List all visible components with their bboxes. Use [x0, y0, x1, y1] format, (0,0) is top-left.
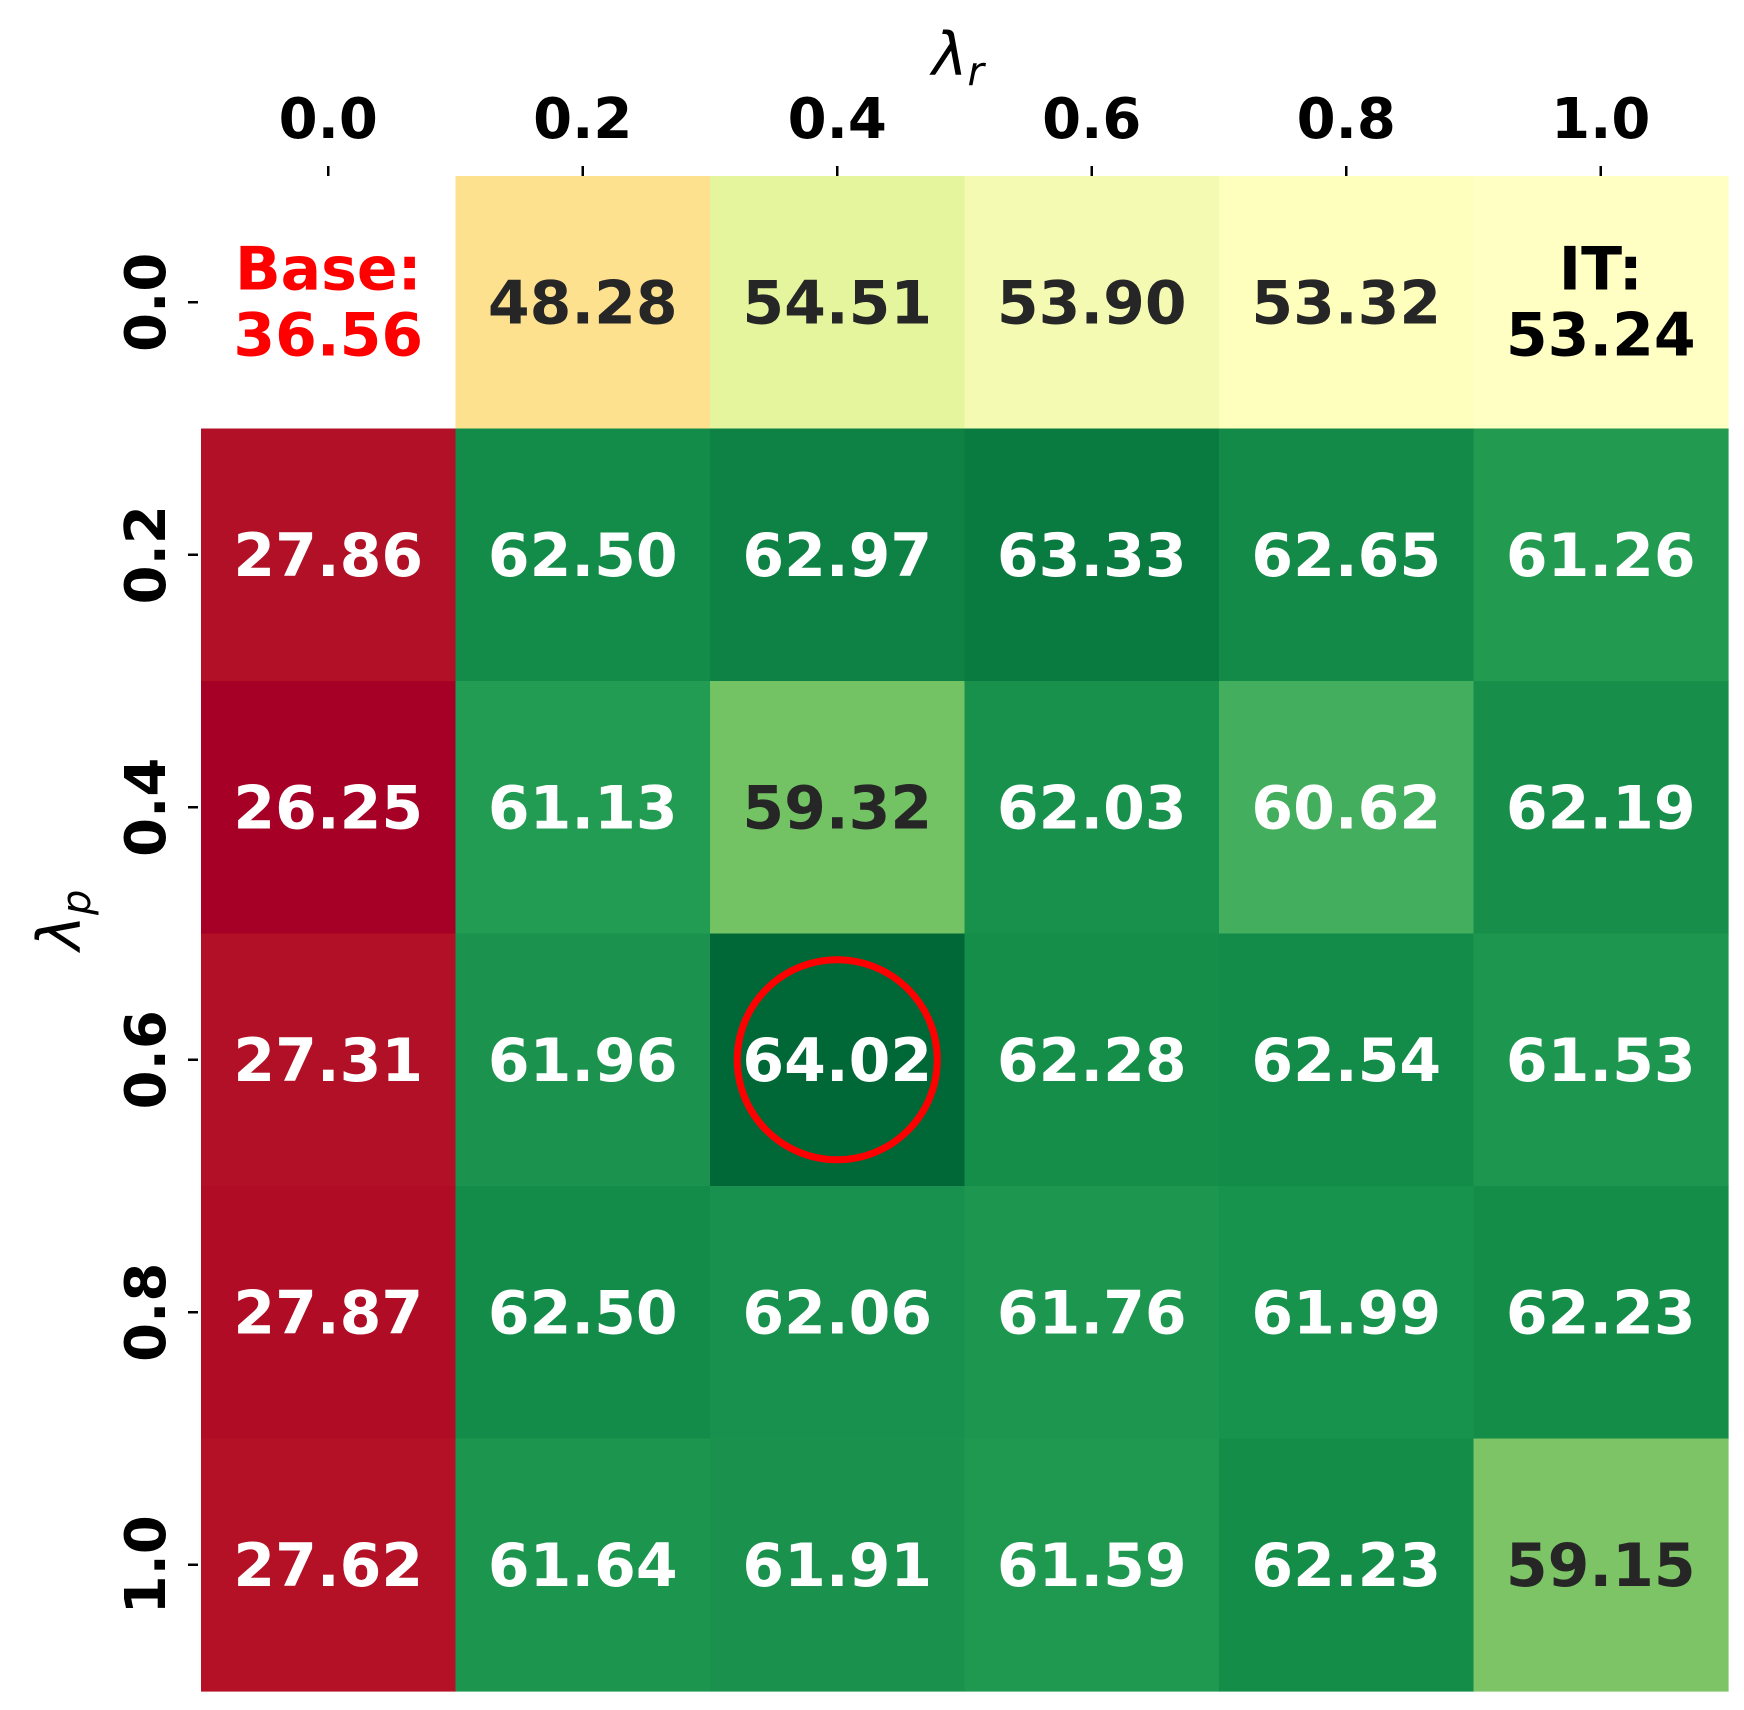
cell-value-label: 62.50 [488, 1278, 678, 1348]
cell-value-label: 62.54 [1251, 1026, 1441, 1096]
cell-value-label: 61.26 [1506, 521, 1696, 591]
cell-value-label: 53.90 [997, 268, 1187, 338]
cell-annotation-label: IT: [1559, 234, 1643, 304]
cell-value-label: 27.31 [233, 1026, 423, 1096]
y-tick-label: 0.0 [114, 253, 179, 352]
y-tick-label: 1.0 [114, 1515, 179, 1614]
heatmap-cell-r2-c2 [710, 681, 966, 935]
cell-value-label: 62.28 [997, 1026, 1187, 1096]
cell-value-label: 62.06 [742, 1278, 932, 1348]
heatmap-cell-r3-c5 [1473, 933, 1729, 1187]
cell-value-label: 62.23 [1251, 1531, 1441, 1601]
heatmap-cell-r1-c1 [455, 428, 711, 682]
cell-value-label: 61.76 [997, 1278, 1187, 1348]
cell-value-label: 62.19 [1506, 773, 1696, 843]
heatmap-cell-r1-c4 [1219, 428, 1475, 682]
heatmap-cell-r2-c3 [964, 681, 1220, 935]
y-axis-ticks: 0.0 0.2 0.4 0.6 0.8 1.0 [114, 253, 198, 1614]
heatmap-cell-r5-c3 [964, 1438, 1220, 1692]
x-tick-label: 0.0 [279, 87, 378, 152]
heatmap-cell-r3-c1 [455, 933, 711, 1187]
highlight-circle [733, 956, 941, 1164]
cell-value-label: 48.28 [488, 268, 678, 338]
heatmap-cell-r2-c1 [455, 681, 711, 935]
cell-value-label: 54.51 [742, 268, 932, 338]
cell-value-label: 27.62 [233, 1531, 423, 1601]
heatmap-cell-r4-c5 [1473, 1186, 1729, 1440]
heatmap-cell-r5-c0 [201, 1438, 457, 1692]
cell-value-label: 61.59 [997, 1531, 1187, 1601]
heatmap-cells: Base:36.56 48.28 54.51 53.90 53.32 IT:53.24 27… [201, 176, 1729, 1692]
cell-value-label: 53.24 [1506, 300, 1696, 370]
y-tick-label: 0.8 [114, 1263, 179, 1362]
heatmap-cell-r2-c0 [201, 681, 457, 935]
heatmap-cell-r2-c5 [1473, 681, 1729, 935]
cell-value-label: 62.03 [997, 773, 1187, 843]
heatmap-cell-r1-c5 [1473, 428, 1729, 682]
heatmap-cell-r0-c0 [201, 176, 457, 430]
cell-value-label: 27.87 [233, 1278, 423, 1348]
heatmap-cell-r4-c3 [964, 1186, 1220, 1440]
cell-value-label: 61.99 [1251, 1278, 1441, 1348]
cell-value-label: 62.65 [1251, 521, 1441, 591]
heatmap-cell-r4-c2 [710, 1186, 966, 1440]
cell-value-label: 36.56 [233, 300, 423, 370]
cell-value-label: 63.33 [997, 521, 1187, 591]
cell-value-label: 61.13 [488, 773, 678, 843]
heatmap-cell-r3-c2 [710, 933, 966, 1187]
heatmap-cell-r4-c0 [201, 1186, 457, 1440]
heatmap-cell-r1-c0 [201, 428, 457, 682]
x-axis-ticks: 0.0 0.2 0.4 0.6 0.8 1.0 [279, 87, 1650, 176]
cell-value-label: 27.86 [233, 521, 423, 591]
x-tick-label: 0.8 [1297, 87, 1396, 152]
heatmap-cell-r1-c3 [964, 428, 1220, 682]
cell-value-label: 60.62 [1251, 773, 1441, 843]
cell-value-label: 61.96 [488, 1026, 678, 1096]
heatmap-cell-r5-c1 [455, 1438, 711, 1692]
x-tick-label: 0.6 [1042, 87, 1141, 152]
cell-value-label: 59.15 [1506, 1531, 1696, 1601]
x-tick-label: 1.0 [1551, 87, 1650, 152]
cell-value-label: 53.32 [1251, 268, 1441, 338]
heatmap-cell-r5-c5 [1473, 1438, 1729, 1692]
cell-value-label: 61.64 [488, 1531, 678, 1601]
y-tick-label: 0.6 [114, 1010, 179, 1109]
y-axis-title: λp [25, 890, 100, 954]
heatmap-cell-r3-c4 [1219, 933, 1475, 1187]
x-tick-label: 0.4 [788, 87, 887, 152]
cell-value-label: 62.97 [742, 521, 932, 591]
heatmap-cell-r1-c2 [710, 428, 966, 682]
y-tick-label: 0.4 [114, 758, 179, 857]
cell-value-label: 62.50 [488, 521, 678, 591]
cell-value-label: 61.53 [1506, 1026, 1696, 1096]
heatmap-cell-r5-c2 [710, 1438, 966, 1692]
heatmap-cell-r4-c1 [455, 1186, 711, 1440]
heatmap-cell-r3-c0 [201, 933, 457, 1187]
x-axis-title: λr [929, 20, 987, 95]
heatmap-cell-r3-c3 [964, 933, 1220, 1187]
x-tick-label: 0.2 [533, 87, 632, 152]
heatmap-cell-r0-c3 [964, 176, 1220, 430]
heatmap-cell-r2-c4 [1219, 681, 1475, 935]
cell-value-label: 26.25 [233, 773, 423, 843]
cell-value-label: 64.02 [742, 1026, 932, 1096]
cell-annotation-label: Base: [235, 234, 422, 304]
heatmap-cell-r4-c4 [1219, 1186, 1475, 1440]
cell-value-label: 62.23 [1506, 1278, 1696, 1348]
heatmap-cell-r0-c5 [1473, 176, 1729, 430]
heatmap-cell-r0-c1 [455, 176, 711, 430]
heatmap-cell-r5-c4 [1219, 1438, 1475, 1692]
axis-labels: λr λp [25, 20, 987, 953]
heatmap-cell-r0-c2 [710, 176, 966, 430]
cell-value-label: 61.91 [742, 1531, 932, 1601]
cell-value-label: 59.32 [742, 773, 932, 843]
heatmap-cell-r0-c4 [1219, 176, 1475, 430]
y-tick-label: 0.2 [114, 505, 179, 604]
